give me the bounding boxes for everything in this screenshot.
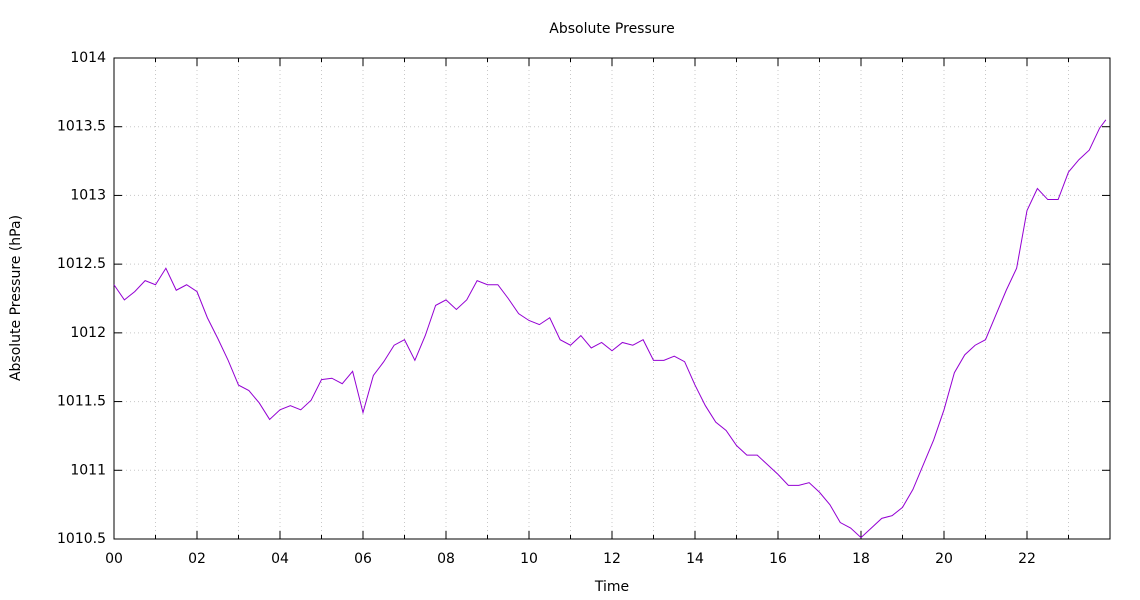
chart-title: Absolute Pressure xyxy=(549,21,674,37)
y-tick-label: 1012.5 xyxy=(57,256,106,272)
x-tick-label: 22 xyxy=(1018,551,1036,567)
y-tick-label: 1012 xyxy=(70,325,106,341)
x-tick-label: 16 xyxy=(769,551,787,567)
y-axis-label: Absolute Pressure (hPa) xyxy=(8,215,24,381)
y-tick-label: 1014 xyxy=(70,50,106,66)
x-tick-label: 06 xyxy=(354,551,372,567)
x-tick-label: 14 xyxy=(686,551,704,567)
x-tick-label: 12 xyxy=(603,551,621,567)
x-tick-label: 10 xyxy=(520,551,538,567)
x-tick-label: 18 xyxy=(852,551,870,567)
x-tick-label: 02 xyxy=(188,551,206,567)
y-tick-label: 1011 xyxy=(70,462,106,478)
y-tick-label: 1011.5 xyxy=(57,394,106,410)
plot-border xyxy=(113,57,1111,540)
y-tick-label: 1013.5 xyxy=(57,119,106,135)
x-tick-label: 08 xyxy=(437,551,455,567)
x-axis-label: Time xyxy=(594,579,629,595)
data-line xyxy=(113,119,1107,539)
x-tick-label: 20 xyxy=(935,551,953,567)
y-tick-label: 1013 xyxy=(70,187,106,203)
x-tick-label: 00 xyxy=(105,551,123,567)
x-tick-label: 04 xyxy=(271,551,289,567)
y-tick-label: 1010.5 xyxy=(57,531,106,547)
